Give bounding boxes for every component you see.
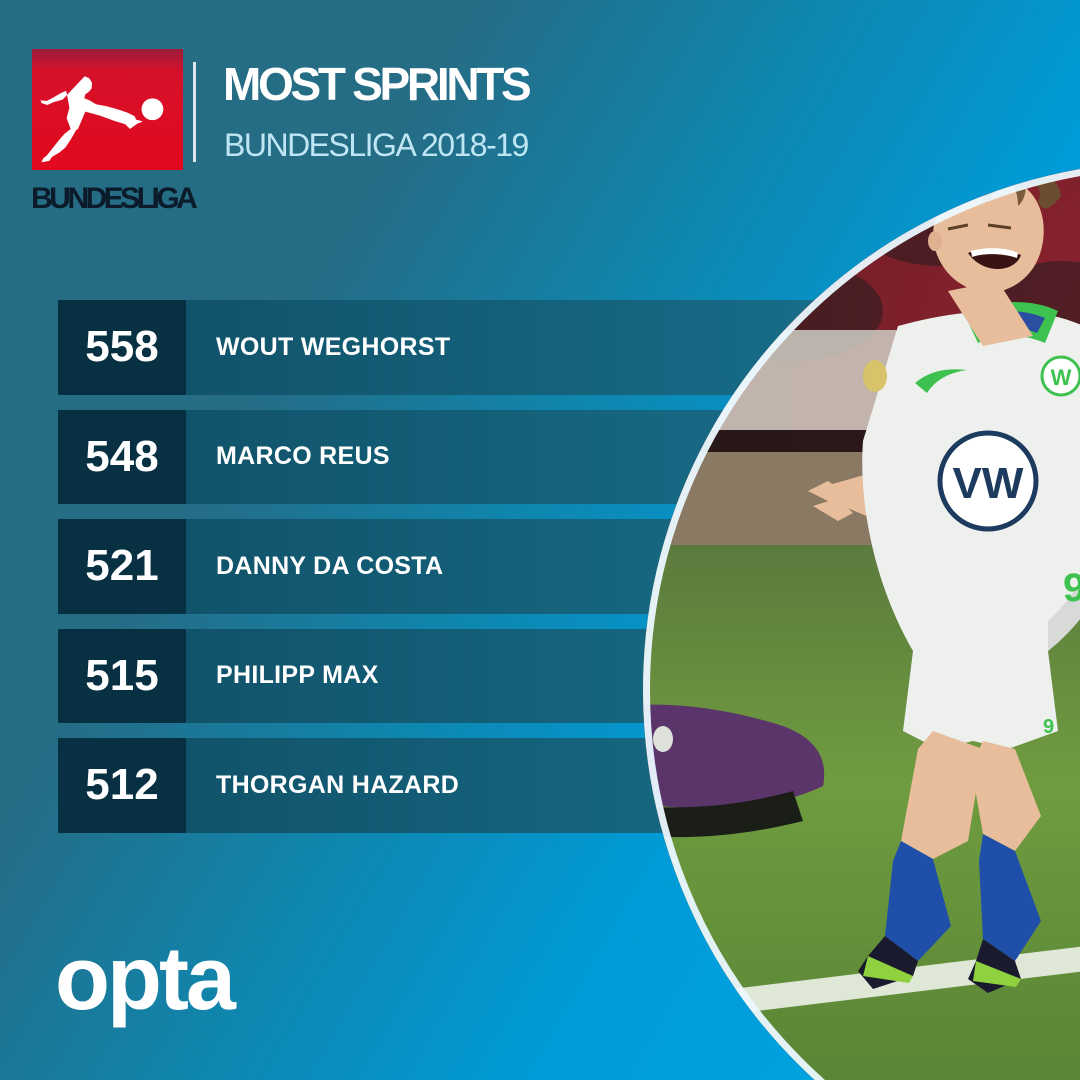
svg-text:VW: VW [953,459,1024,508]
svg-text:9: 9 [1043,716,1054,738]
svg-text:9: 9 [1063,566,1080,610]
svg-text:W: W [1051,365,1072,390]
